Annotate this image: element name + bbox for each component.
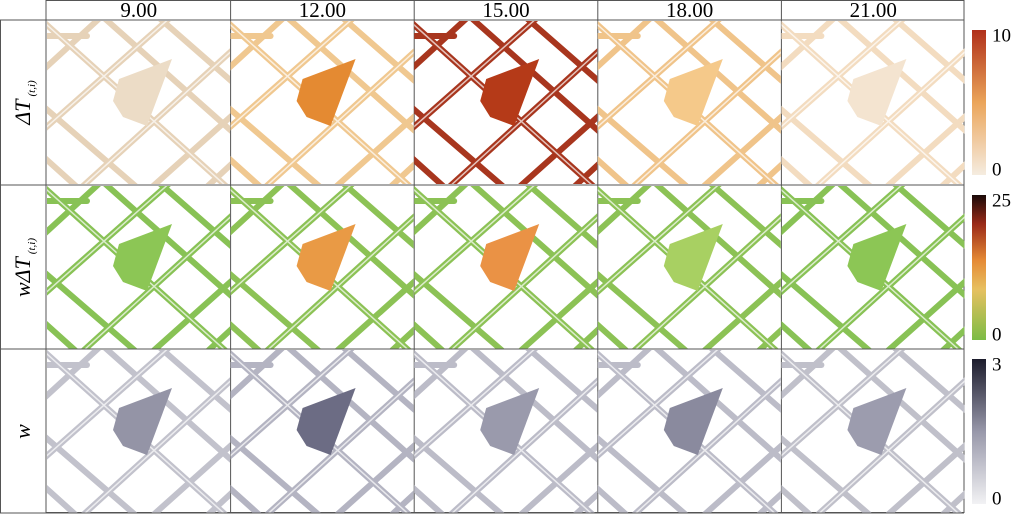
- column-header: 9.00: [120, 0, 157, 22]
- map-panel: [404, 16, 604, 196]
- colorbar: [972, 195, 986, 340]
- row-label-main: ΔT: [10, 98, 35, 126]
- map-panel: [37, 16, 237, 196]
- row-label: wΔT(t,i): [10, 238, 38, 297]
- map-panel: [771, 181, 971, 361]
- colorbar: [972, 359, 986, 504]
- row-label: w: [10, 424, 35, 439]
- column-header: 15.00: [482, 0, 529, 22]
- row-label-sub: (t,i): [26, 80, 38, 97]
- row-label-text: wΔT(t,i): [10, 238, 38, 297]
- column-header: 12.00: [299, 0, 346, 22]
- column-header: 21.00: [850, 0, 897, 22]
- colorbar-max-label: 3: [992, 354, 1002, 375]
- map-panel: [37, 181, 237, 361]
- colorbar-min-label: 0: [992, 488, 1002, 509]
- colorbar-min-label: 0: [992, 324, 1002, 345]
- column-header: 18.00: [666, 0, 713, 22]
- colorbar-max-label: 10: [992, 25, 1011, 46]
- row-label-text: ΔT(t,i): [10, 80, 38, 126]
- map-panel: [37, 345, 237, 520]
- map-panel: [588, 181, 788, 361]
- row-label-main: w: [10, 424, 35, 439]
- map-panel: [404, 181, 604, 361]
- colorbar-max-label: 25: [992, 190, 1011, 211]
- map-panel: [221, 16, 421, 196]
- map-panel: [588, 16, 788, 196]
- map-panel: [771, 345, 971, 520]
- colorbar-min-label: 0: [992, 159, 1002, 180]
- map-panel: [588, 345, 788, 520]
- map-panel: [221, 345, 421, 520]
- row-label-sub: (t,i): [26, 238, 38, 255]
- map-panel: [771, 16, 971, 196]
- row-label-main: wΔT: [10, 255, 35, 297]
- row-label-text: w: [10, 424, 35, 439]
- map-panel: [221, 181, 421, 361]
- colorbar: [972, 30, 986, 175]
- row-label: ΔT(t,i): [10, 80, 38, 126]
- map-panel: [404, 345, 604, 520]
